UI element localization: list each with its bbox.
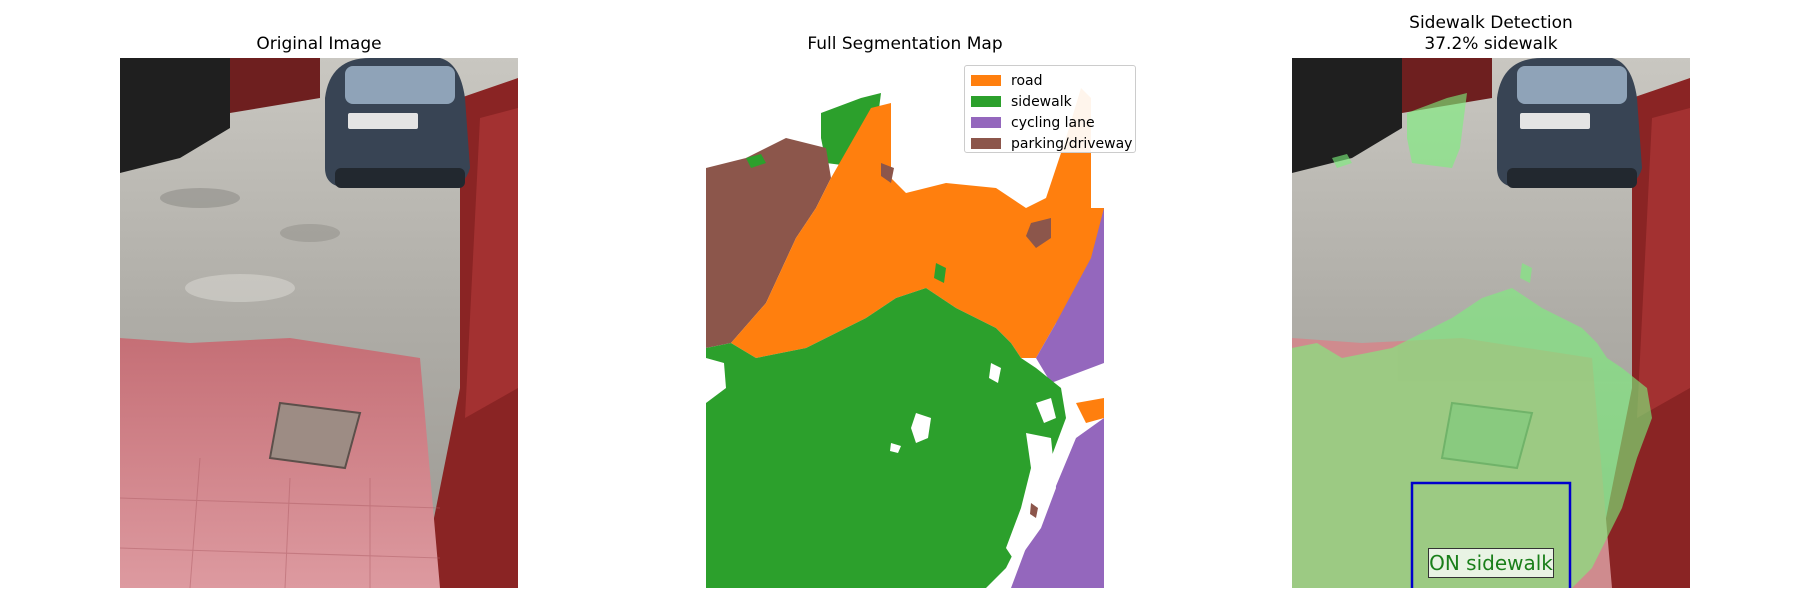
segment-sidewalk-bottom bbox=[706, 288, 1066, 588]
detection-photo bbox=[1292, 58, 1690, 588]
sidewalk-detection-panel bbox=[1292, 58, 1690, 588]
title-segmentation-map: Full Segmentation Map bbox=[807, 34, 1003, 54]
detection-box bbox=[1410, 481, 1572, 588]
segment-cycling-lane bbox=[1036, 208, 1104, 383]
segment-parking-left bbox=[706, 138, 831, 348]
title-sidewalk-detection: Sidewalk Detection bbox=[1409, 13, 1573, 33]
legend-swatch-road bbox=[971, 75, 1001, 86]
original-photo bbox=[120, 58, 518, 588]
title-original-image: Original Image bbox=[256, 34, 382, 54]
legend-label-sidewalk: sidewalk bbox=[1011, 93, 1072, 110]
segmentation-legend: road sidewalk cycling lane parking/drive… bbox=[964, 65, 1136, 153]
parked-car bbox=[325, 58, 470, 188]
legend-item-sidewalk: sidewalk bbox=[971, 91, 1127, 112]
legend-item-parking-driveway: parking/driveway bbox=[971, 133, 1132, 154]
original-image-panel bbox=[120, 58, 518, 588]
legend-label-road: road bbox=[1011, 72, 1043, 89]
segment-road bbox=[731, 88, 1104, 358]
sidewalk-percentage: 37.2% sidewalk bbox=[1424, 34, 1558, 54]
legend-item-cycling-lane: cycling lane bbox=[971, 112, 1127, 133]
legend-item-road: road bbox=[971, 70, 1127, 91]
legend-label-cycling-lane: cycling lane bbox=[1011, 114, 1095, 131]
sidewalk-overlay bbox=[1292, 93, 1652, 588]
legend-swatch-parking-driveway bbox=[971, 138, 1001, 149]
legend-swatch-cycling-lane bbox=[971, 117, 1001, 128]
legend-swatch-sidewalk bbox=[971, 96, 1001, 107]
legend-label-parking-driveway: parking/driveway bbox=[1011, 135, 1133, 152]
detection-status-label: ON sidewalk bbox=[1428, 548, 1554, 578]
segmentation-map bbox=[706, 88, 1104, 588]
